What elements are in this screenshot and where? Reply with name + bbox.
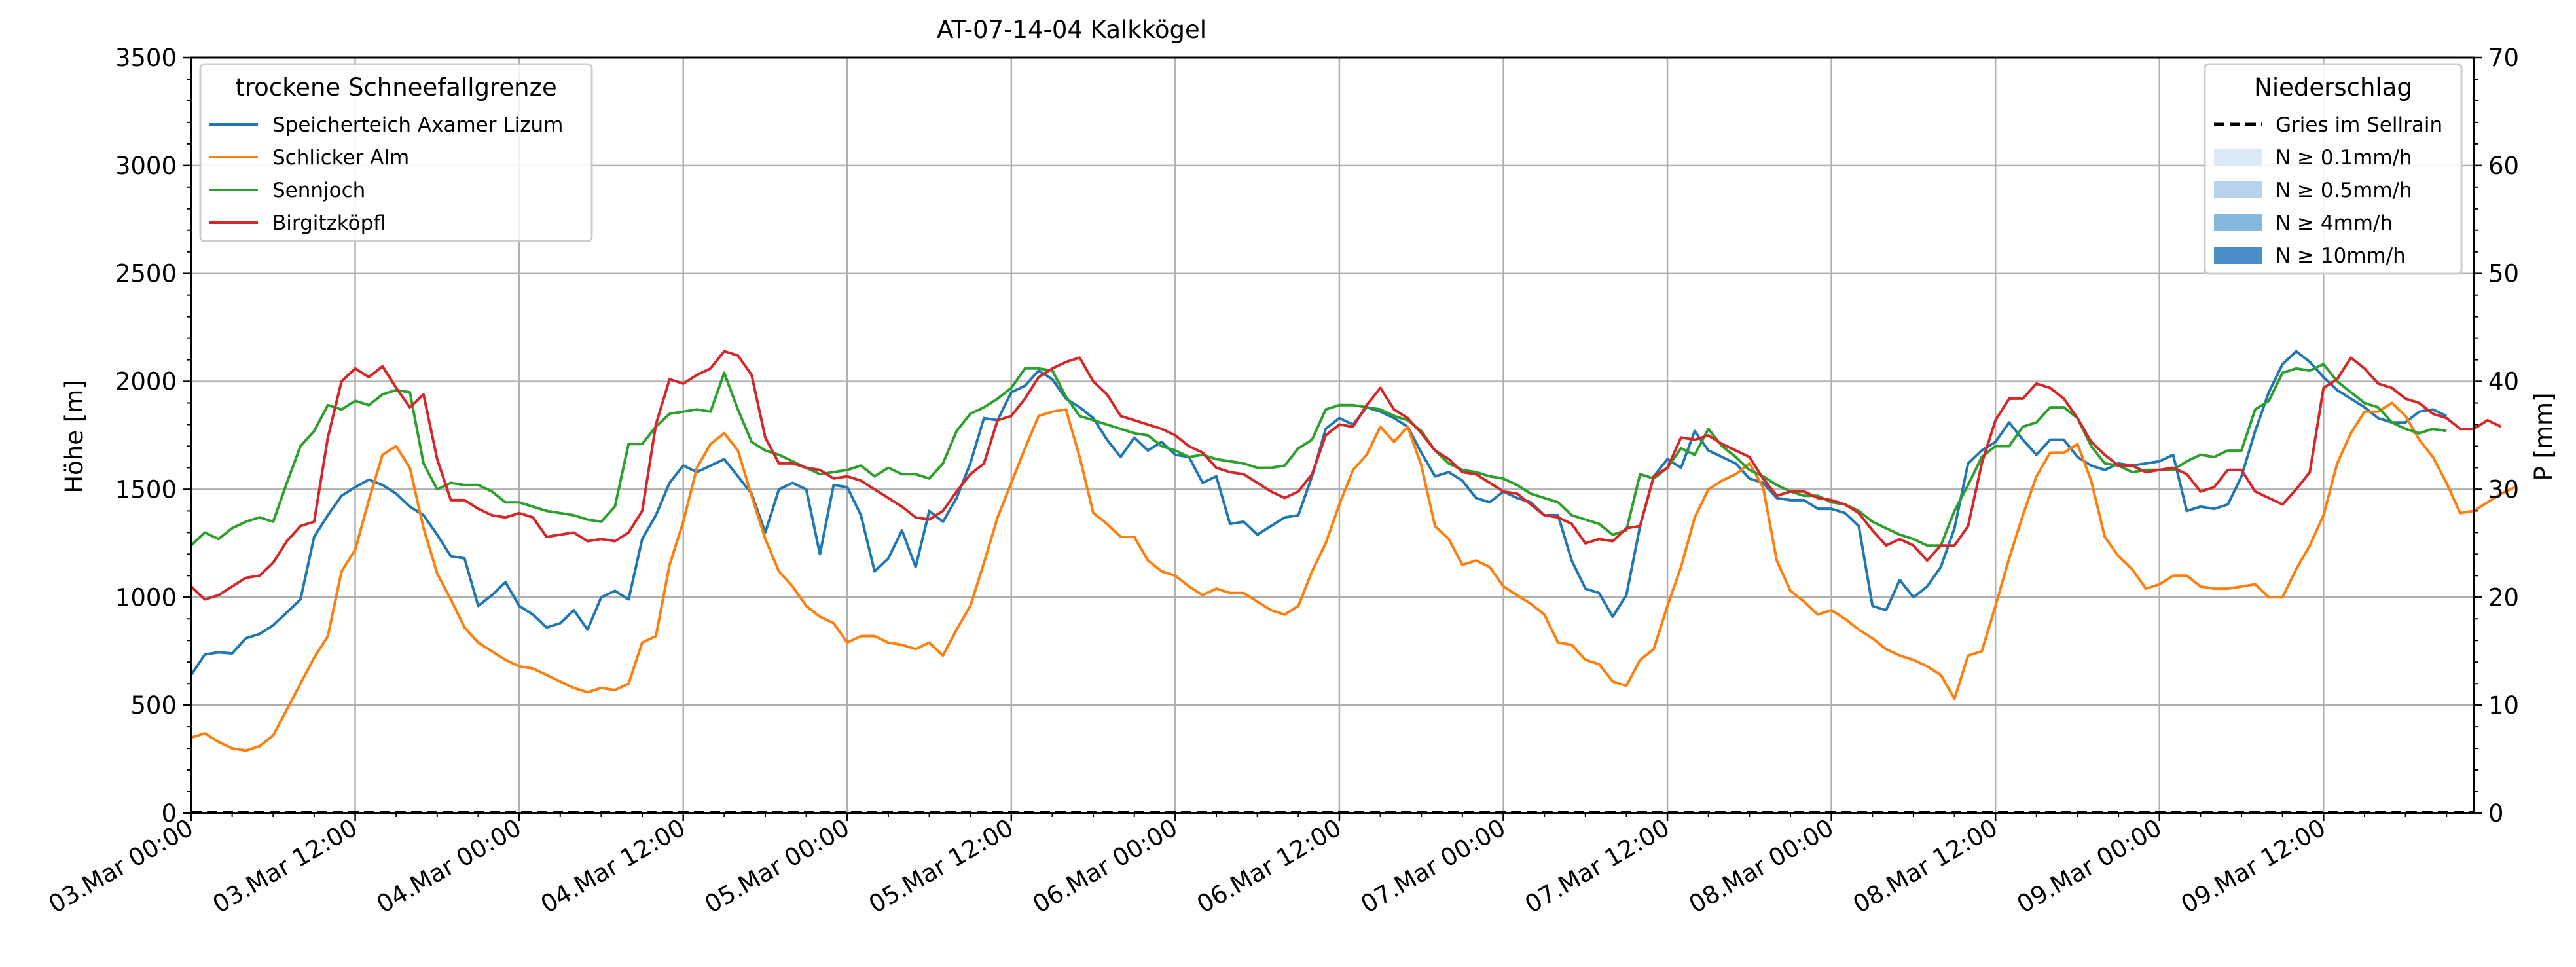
legend-right-swatch bbox=[2214, 149, 2262, 166]
y-tick-label-left: 3000 bbox=[115, 152, 177, 180]
grid bbox=[191, 58, 2474, 813]
plot-frame bbox=[190, 56, 2475, 814]
y-axis-left-label: Höhe [m] bbox=[60, 380, 88, 493]
legend-left-label: Sennjoch bbox=[272, 179, 365, 202]
y-tick-label-right: 40 bbox=[2488, 368, 2519, 396]
legend-right-frame bbox=[2204, 63, 2463, 275]
series-lines bbox=[190, 350, 2516, 813]
y-tick-label-right: 20 bbox=[2488, 583, 2519, 611]
y-tick-label-left: 1000 bbox=[115, 583, 177, 611]
y-tick-label-right: 60 bbox=[2488, 152, 2519, 180]
legend-right: Niederschlag Gries im Sellrain N ≥ 0.1mm/… bbox=[2204, 63, 2463, 275]
legend-left-frame bbox=[199, 63, 593, 242]
y-tick-label-left: 3500 bbox=[115, 44, 177, 72]
legend-right-swatch bbox=[2214, 214, 2262, 231]
series-line-3 bbox=[190, 363, 2447, 547]
legend-left: trockene Schneefallgrenze Speicherteich … bbox=[199, 63, 593, 242]
y-tick-label-right: 0 bbox=[2488, 799, 2504, 828]
axes bbox=[183, 56, 2482, 821]
y-tick-label-right: 70 bbox=[2488, 44, 2519, 72]
series-line-2 bbox=[190, 401, 2516, 752]
legend-right-title: Niederschlag bbox=[2254, 73, 2412, 101]
chart-title: AT-07-14-04 Kalkkögel bbox=[937, 16, 1206, 44]
y-tick-label-left: 0 bbox=[161, 799, 177, 828]
legend-right-label: N ≥ 4mm/h bbox=[2276, 211, 2393, 235]
legend-right-label: N ≥ 0.5mm/h bbox=[2276, 179, 2412, 202]
legend-left-title: trockene Schneefallgrenze bbox=[235, 73, 557, 101]
y-tick-label-left: 500 bbox=[130, 691, 177, 720]
legend-right-label: N ≥ 0.1mm/h bbox=[2276, 146, 2412, 170]
y-tick-label-right: 50 bbox=[2488, 260, 2519, 288]
legend-right-label: N ≥ 10mm/h bbox=[2276, 244, 2406, 268]
series-line-4 bbox=[190, 350, 2502, 601]
y-axis-right-label: P [mm] bbox=[2530, 392, 2558, 481]
legend-left-label: Birgitzköpfl bbox=[272, 211, 386, 235]
y-tick-label-right: 10 bbox=[2488, 691, 2519, 720]
y-tick-label-left: 2500 bbox=[115, 260, 177, 288]
y-tick-label-left: 1500 bbox=[115, 475, 177, 503]
legend-right-swatch bbox=[2214, 247, 2262, 264]
y-tick-label-right: 30 bbox=[2488, 475, 2519, 503]
legend-left-entries: Speicherteich Axamer Lizum Schlicker Alm S… bbox=[209, 113, 563, 235]
y-tick-label-left: 2000 bbox=[115, 368, 177, 396]
legend-left-label: Schlicker Alm bbox=[272, 146, 409, 170]
legend-right-entries: Gries im Sellrain N ≥ 0.1mm/h N ≥ 0.5mm/h N… bbox=[2214, 113, 2442, 268]
legend-right-label: Gries im Sellrain bbox=[2276, 113, 2442, 137]
legend-left-label: Speicherteich Axamer Lizum bbox=[272, 113, 563, 137]
legend-right-swatch bbox=[2214, 181, 2262, 198]
